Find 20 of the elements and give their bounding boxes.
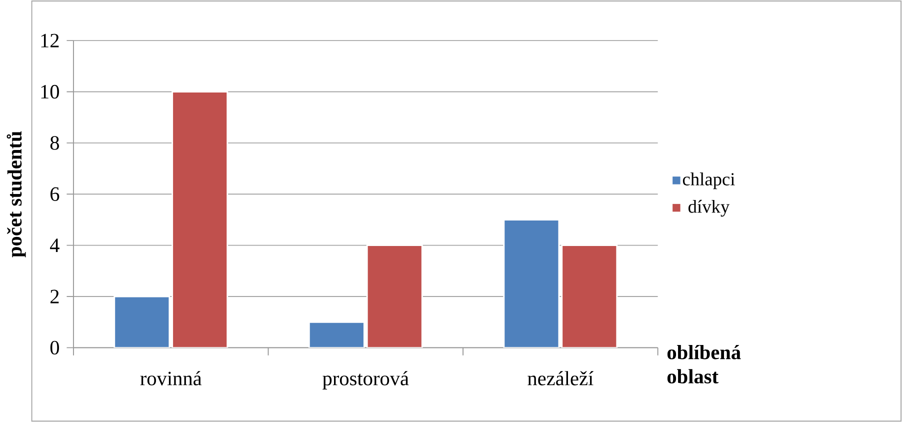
x-axis-title: oblíbená oblast	[667, 344, 741, 384]
legend-label: chlapci	[682, 172, 735, 190]
y-tick-label: 6	[50, 187, 60, 201]
y-tick-label: 0	[50, 340, 59, 355]
y-tick-label: 12	[41, 34, 59, 48]
bar	[561, 244, 618, 348]
y-axis-title: počet studentů	[6, 131, 26, 258]
x-tick-label: rovinná	[140, 371, 202, 386]
y-tick-label: 10	[41, 84, 59, 99]
x-tick-label: prostorová	[322, 371, 409, 390]
bar	[308, 321, 365, 348]
bar	[172, 90, 228, 348]
legend-label: dívky	[688, 200, 730, 217]
y-tick-label: 2	[50, 290, 59, 304]
y-tick-label: 8	[50, 136, 59, 150]
y-tick-label: 4	[50, 238, 60, 252]
bar	[114, 296, 170, 348]
bar	[503, 218, 560, 348]
x-tick-label: nezáleží	[528, 371, 594, 386]
bar	[366, 244, 423, 348]
